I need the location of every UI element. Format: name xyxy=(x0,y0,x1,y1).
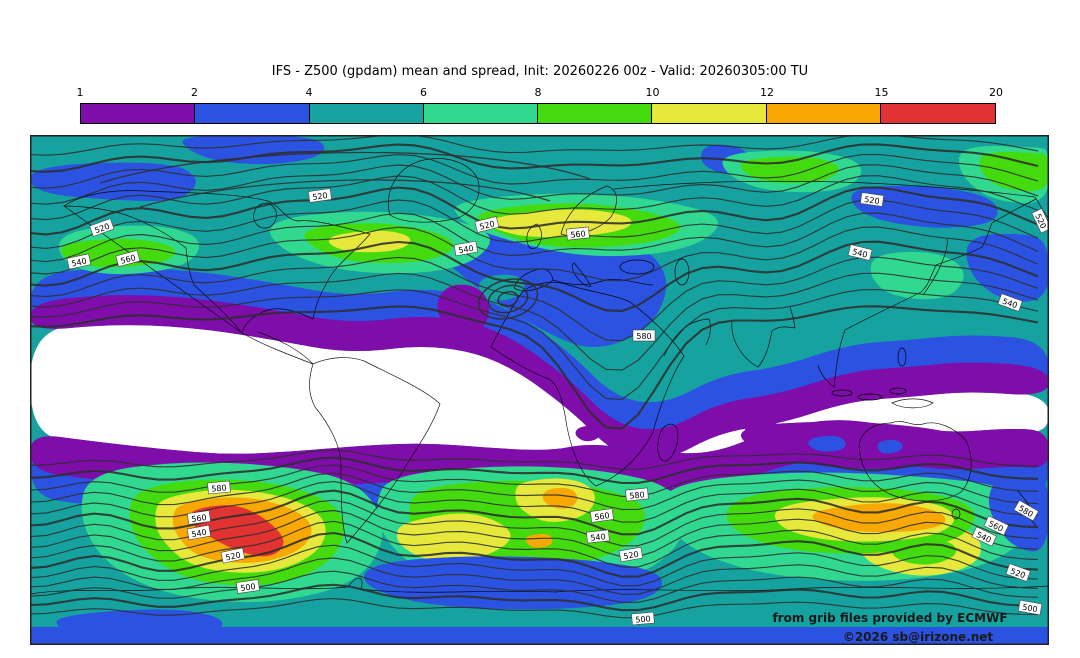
colorbar-segment-10-12 xyxy=(652,104,767,123)
attribution-source: from grib files provided by ECMWF xyxy=(772,611,1007,625)
svg-text:500: 500 xyxy=(240,582,256,593)
contour-label: 560 xyxy=(566,226,590,241)
contour-label: 580 xyxy=(207,480,231,495)
contour-label: 520 xyxy=(474,216,500,233)
contour-label: 540 xyxy=(66,253,92,270)
svg-text:520: 520 xyxy=(312,191,328,202)
contour-label: 540 xyxy=(186,524,212,541)
contour-label: 560 xyxy=(115,249,141,268)
colorbar-tick: 15 xyxy=(874,86,889,99)
weather-map: 520 540 560 520 520 540 560 580 520 540 520 540 580 5… xyxy=(30,135,1049,645)
colorbar: 1 2 4 6 8 10 12 15 20 xyxy=(76,86,1004,126)
contour-label: 580 xyxy=(632,329,656,342)
map-area: 520 540 560 520 520 540 560 580 520 540 520 540 580 5… xyxy=(30,135,1049,645)
svg-text:540: 540 xyxy=(851,247,868,259)
svg-text:580: 580 xyxy=(636,332,651,341)
contour-label: 540 xyxy=(586,529,610,544)
colorbar-segment-1-2 xyxy=(81,104,196,123)
colorbar-tick: 20 xyxy=(989,86,1003,99)
contour-label: 540 xyxy=(847,244,873,261)
svg-text:520: 520 xyxy=(623,550,640,562)
colorbar-bar xyxy=(80,103,996,124)
colorbar-segment-12-15 xyxy=(766,104,881,123)
map-frame xyxy=(30,135,1049,645)
svg-text:540: 540 xyxy=(458,244,475,256)
colorbar-segment-6-8 xyxy=(423,104,538,123)
contour-label: 520 xyxy=(860,192,885,207)
colorbar-tick: 4 xyxy=(305,86,313,99)
colorbar-tick: 1 xyxy=(76,86,84,99)
svg-text:520: 520 xyxy=(479,219,496,231)
contour-label: 500 xyxy=(1017,599,1043,616)
svg-text:540: 540 xyxy=(191,528,208,540)
colorbar-tick: 2 xyxy=(191,86,198,99)
colorbar-tick: 12 xyxy=(760,86,774,99)
svg-text:540: 540 xyxy=(590,532,606,543)
contour-label: 520 xyxy=(220,547,246,564)
svg-text:560: 560 xyxy=(191,513,207,524)
svg-text:520: 520 xyxy=(864,195,880,206)
svg-text:500: 500 xyxy=(1022,603,1039,615)
svg-text:580: 580 xyxy=(211,483,227,493)
contour-label: 500 xyxy=(631,611,655,626)
svg-text:580: 580 xyxy=(629,490,645,501)
colorbar-tick-labels: 1 2 4 6 8 10 12 15 20 xyxy=(76,86,1004,100)
svg-text:560: 560 xyxy=(594,511,610,522)
map-layers: 520 540 560 520 520 540 560 580 520 540 520 540 580 5… xyxy=(30,135,1049,645)
contour-label: 500 xyxy=(235,579,260,594)
chart-title: IFS - Z500 (gpdam) mean and spread, Init… xyxy=(271,64,809,79)
colorbar-segment-15-20 xyxy=(880,104,995,123)
contour-label: 520 xyxy=(618,546,644,563)
contour-label: 540 xyxy=(453,240,479,257)
colorbar-tick: 6 xyxy=(420,86,427,99)
svg-text:520: 520 xyxy=(225,550,242,562)
contour-label: 580 xyxy=(625,487,649,502)
svg-text:560: 560 xyxy=(120,253,137,266)
contour-label: 560 xyxy=(589,508,614,523)
contour-label: 520 xyxy=(307,188,332,203)
colorbar-segment-8-10 xyxy=(538,104,653,123)
contour-label: 540 xyxy=(997,293,1023,312)
contour-label: 520 xyxy=(1005,563,1031,582)
svg-text:560: 560 xyxy=(570,229,586,240)
contour-label: 560 xyxy=(186,510,211,525)
colorbar-tick: 10 xyxy=(645,86,660,99)
svg-text:500: 500 xyxy=(635,614,651,624)
colorbar-segment-2-4 xyxy=(195,104,310,123)
svg-text:540: 540 xyxy=(71,256,88,268)
colorbar-tick: 8 xyxy=(534,86,542,99)
contour-label: 520 xyxy=(89,218,115,237)
attribution-copyright: ©2026 sb@irizone.net xyxy=(843,630,994,644)
colorbar-segment-4-6 xyxy=(309,104,424,123)
